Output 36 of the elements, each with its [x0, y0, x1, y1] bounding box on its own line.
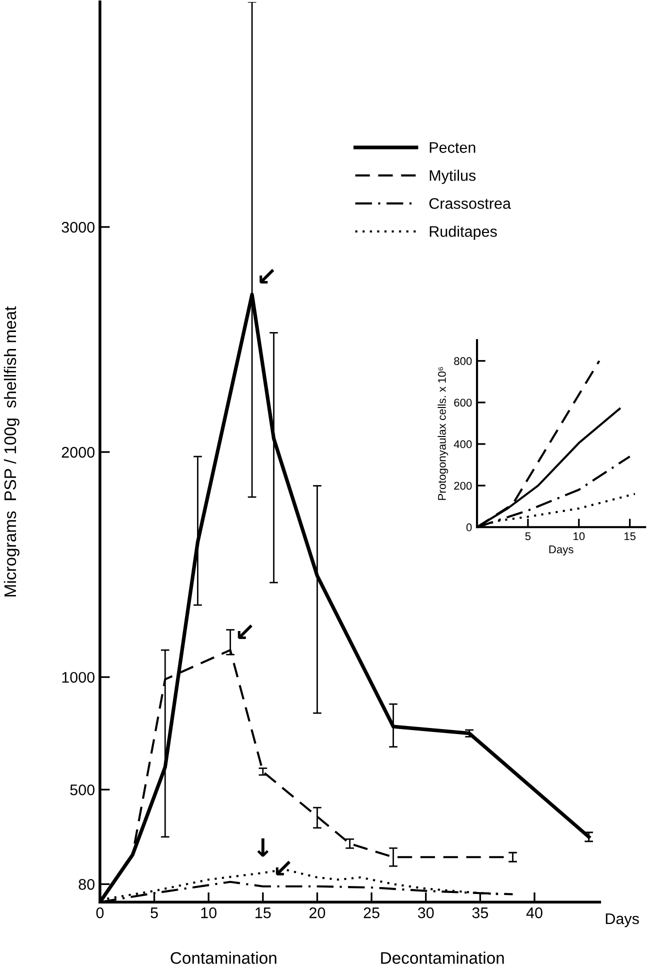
y-tick-label: 400	[454, 440, 472, 448]
legend-label: Crassostrea	[429, 198, 511, 209]
y-tick-label: 800	[454, 357, 472, 366]
y-tick-label: 2000	[62, 446, 94, 458]
text: Contamination	[170, 952, 276, 964]
x-tick-label: 15	[624, 532, 636, 540]
y-tick-label: 1000	[62, 672, 94, 683]
legend-label: Ruditapes	[430, 226, 497, 240]
x-tick-label: 10	[574, 532, 585, 540]
text: Decontamination	[381, 952, 504, 964]
y-axis-title: Micrograms PSP / 100g shellfish meat	[4, 306, 20, 596]
x-tick-label: 35	[472, 907, 488, 918]
annotation: ↙	[238, 624, 252, 640]
legend-label: Pecten	[430, 142, 476, 153]
y-tick-label: 80	[78, 879, 94, 890]
legend-label: Mytilus	[430, 170, 476, 184]
x-tick-label: 5	[525, 532, 531, 540]
x-axis-title: Days	[606, 914, 639, 928]
x-tick-label: 20	[309, 907, 326, 918]
x-tick-label: 0	[96, 907, 104, 918]
x-tick-label: 15	[256, 908, 271, 918]
x-tick-label: 40	[526, 907, 542, 918]
y-tick-label: 500	[70, 784, 94, 796]
annotation: ↓	[257, 838, 269, 857]
x-tick-label: 5	[150, 908, 158, 918]
y-tick-label: 3000	[62, 222, 94, 233]
annotation: ↙	[260, 268, 274, 284]
y-tick-label: 600	[454, 398, 472, 407]
x-axis-title: Days	[549, 546, 574, 556]
x-tick-label: 25	[364, 907, 380, 918]
y-tick-label: 200	[454, 482, 472, 490]
y-tick-label: 0	[466, 523, 472, 532]
annotation: ↙	[276, 860, 290, 876]
y-axis-title: Protogonyaulax cells. x 10⁶	[438, 367, 448, 500]
x-tick-label: 30	[418, 907, 434, 918]
x-tick-label: 10	[201, 907, 216, 918]
